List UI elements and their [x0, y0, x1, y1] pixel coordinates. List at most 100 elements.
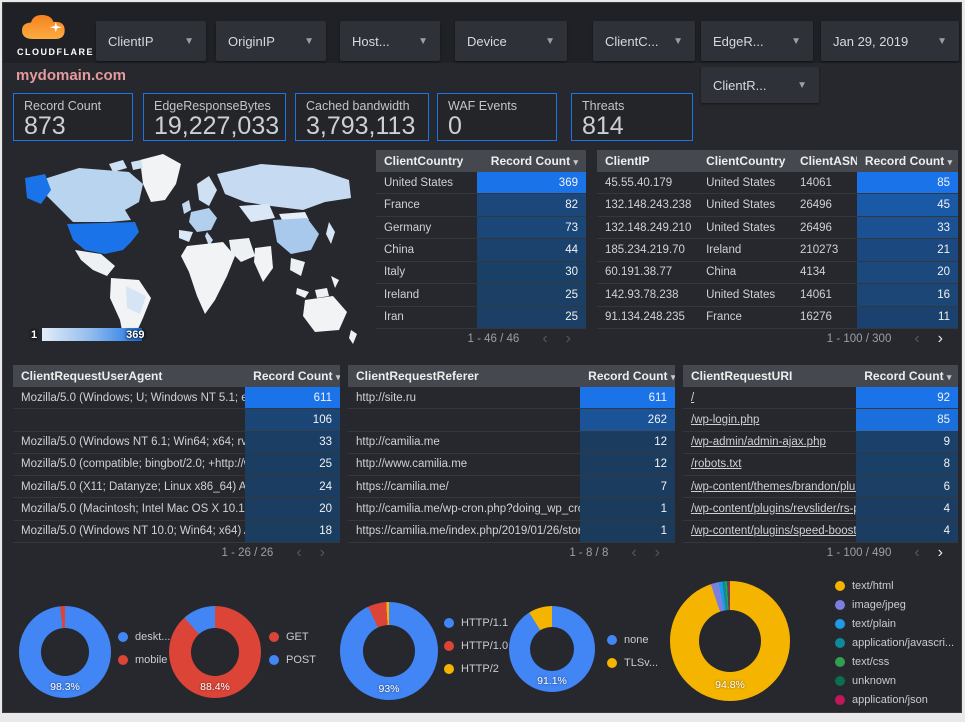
next-page-icon[interactable]: › [937, 544, 943, 561]
legend-item[interactable]: application/json [835, 693, 961, 707]
next-page-icon[interactable]: › [319, 544, 325, 561]
column-header[interactable]: Record Count ▾ [253, 369, 340, 383]
legend-item[interactable]: text/css [835, 655, 961, 669]
prev-page-icon[interactable]: ‹ [914, 544, 920, 561]
table-row[interactable]: 132.148.249.210 United States 26496 33 [597, 216, 958, 240]
legend-item[interactable]: image/jpeg [835, 598, 961, 612]
table-row[interactable]: Mozilla/5.0 (Windows NT 10.0; Win64; x64… [13, 520, 340, 543]
table-cell[interactable]: / [691, 391, 695, 404]
table-row[interactable]: 262 [348, 409, 675, 432]
prev-page-icon[interactable]: ‹ [296, 544, 302, 561]
legend-item[interactable]: TLSv... [607, 656, 658, 670]
legend-item[interactable]: mobile [118, 653, 170, 667]
filter-chip-clientrequest[interactable]: ClientR... ▼ [701, 67, 819, 103]
table-row[interactable]: 132.148.243.238 United States 26496 45 [597, 194, 958, 217]
prev-page-icon[interactable]: ‹ [914, 330, 920, 347]
column-header[interactable]: ClientRequestUserAgent [21, 369, 163, 383]
table-row[interactable]: https://camilia.me/index.php/2019/01/26/… [348, 520, 675, 543]
table-cell[interactable]: /wp-content/plugins/speed-booste... [691, 525, 857, 538]
column-header[interactable]: Record Count ▾ [490, 154, 578, 168]
legend-item[interactable]: deskt... [118, 630, 170, 644]
table-row[interactable]: France 82 [376, 194, 586, 217]
scorecard-value: 0 [448, 112, 462, 140]
tls-version-donut[interactable]: 91.1% [509, 606, 595, 692]
device-type-donut[interactable]: 98.3% [19, 606, 111, 698]
donut-hole [191, 628, 239, 676]
table-row[interactable]: http://www.camilia.me 12 [348, 453, 675, 477]
table-cell[interactable]: /wp-login.php [691, 413, 760, 426]
table-row[interactable]: China 44 [376, 239, 586, 262]
table-row[interactable]: 45.55.40.179 United States 14061 85 [597, 172, 958, 195]
column-header[interactable]: ClientIP [605, 154, 650, 168]
table-row[interactable]: / 92 [683, 387, 958, 410]
table-cell[interactable]: /robots.txt [691, 458, 742, 471]
table-row[interactable]: /robots.txt 8 [683, 453, 958, 477]
filter-chip-clientip[interactable]: ClientIP ▼ [96, 21, 206, 61]
table-row[interactable]: United States 369 [376, 172, 586, 195]
column-header[interactable]: ClientRequestURI [691, 369, 793, 383]
filter-chip-clientcountry[interactable]: ClientC... ▼ [593, 21, 695, 61]
column-header[interactable]: ClientRequestReferer [356, 369, 479, 383]
date-range-picker[interactable]: Jan 29, 2019 ▼ [821, 21, 959, 61]
column-header[interactable]: ClientCountry [384, 154, 464, 168]
table-row[interactable]: 142.93.78.238 United States 14061 16 [597, 284, 958, 307]
table-row[interactable]: Ireland 25 [376, 284, 586, 307]
table-row[interactable]: http://site.ru 611 [348, 387, 675, 410]
table-row[interactable]: 185.234.219.70 Ireland 210273 21 [597, 239, 958, 262]
filter-chip-originip[interactable]: OriginIP ▼ [216, 21, 326, 61]
table-cell[interactable]: /wp-admin/admin-ajax.php [691, 436, 826, 449]
http-protocol-donut[interactable]: 93% [340, 602, 438, 700]
column-header[interactable]: Record Count ▾ [864, 154, 953, 168]
filter-chip-edgeresponse[interactable]: EdgeR... ▼ [701, 21, 813, 61]
legend-item[interactable]: POST [269, 653, 316, 667]
filter-chip-device[interactable]: Device ▼ [455, 21, 567, 61]
legend-label: deskt... [135, 631, 171, 643]
legend-item[interactable]: application/javascri... [835, 636, 961, 650]
geo-map[interactable]: 1 369 [13, 148, 373, 353]
table-row[interactable]: 106 [13, 409, 340, 432]
table-row[interactable]: Mozilla/5.0 (compatible; bingbot/2.0; +h… [13, 453, 340, 477]
prev-page-icon[interactable]: ‹ [631, 544, 637, 561]
legend-scroll-up-icon[interactable]: ▲ [835, 712, 850, 713]
content-type-donut[interactable]: 94.8% [670, 581, 790, 701]
table-row[interactable]: Italy 30 [376, 261, 586, 285]
table-row[interactable]: /wp-content/plugins/speed-booste... 4 [683, 520, 958, 543]
legend-item[interactable]: unknown [835, 674, 961, 688]
legend-item[interactable]: none [607, 633, 658, 647]
table-row[interactable]: /wp-admin/admin-ajax.php 9 [683, 431, 958, 454]
table-row[interactable]: Mozilla/5.0 (Windows NT 6.1; Win64; x64;… [13, 431, 340, 454]
table-cell[interactable]: /wp-content/plugins/revslider/rs-p... [691, 503, 857, 516]
table-row[interactable]: Germany 73 [376, 216, 586, 240]
table-row[interactable]: Mozilla/5.0 (Macintosh; Intel Mac OS X 1… [13, 498, 340, 521]
table-row[interactable]: http://camilia.me 12 [348, 431, 675, 454]
next-page-icon[interactable]: › [937, 330, 943, 347]
column-header[interactable]: ClientASN [799, 154, 857, 168]
legend-item[interactable]: HTTP/1.1 [444, 616, 508, 630]
table-cell[interactable]: /wp-content/themes/brandon/plu... [691, 480, 857, 493]
filter-chip-host[interactable]: Host... ▼ [340, 21, 440, 61]
table-row[interactable]: /wp-login.php 85 [683, 409, 958, 432]
column-header[interactable]: Record Count ▾ [864, 369, 952, 383]
legend-scroll-down-icon[interactable]: ▼ [850, 712, 865, 713]
legend-item[interactable]: HTTP/2 [444, 662, 499, 676]
request-method-donut[interactable]: 88.4% [169, 606, 261, 698]
table-row[interactable]: Iran 25 [376, 306, 586, 329]
legend-item[interactable]: text/html [835, 579, 961, 593]
column-header[interactable]: ClientCountry [706, 154, 786, 168]
next-page-icon[interactable]: › [654, 544, 660, 561]
table-row[interactable]: https://camilia.me/7 [348, 476, 675, 499]
table-row[interactable]: http://camilia.me/wp-cron.php?doing_wp_c… [348, 498, 675, 521]
legend-item[interactable]: GET [269, 630, 316, 644]
table-row[interactable]: Mozilla/5.0 (X11; Datanyze; Linux x86_64… [13, 476, 340, 499]
legend-item[interactable]: text/plain [835, 617, 961, 631]
next-page-icon[interactable]: › [565, 330, 571, 347]
legend-item[interactable]: HTTP/1.0 [444, 639, 508, 653]
table-row[interactable]: /wp-content/plugins/revslider/rs-p... 4 [683, 498, 958, 521]
table-row[interactable]: /wp-content/themes/brandon/plu... 6 [683, 476, 958, 499]
prev-page-icon[interactable]: ‹ [542, 330, 548, 347]
table-row[interactable]: 60.191.38.77 China 4134 20 [597, 261, 958, 285]
table-pagination: 1 - 26 / 26 ‹ › [13, 543, 340, 563]
table-row[interactable]: 91.134.248.235 France 16276 11 [597, 306, 958, 329]
table-row[interactable]: Mozilla/5.0 (Windows; U; Windows NT 5.1;… [13, 387, 340, 410]
column-header[interactable]: Record Count ▾ [588, 369, 675, 383]
